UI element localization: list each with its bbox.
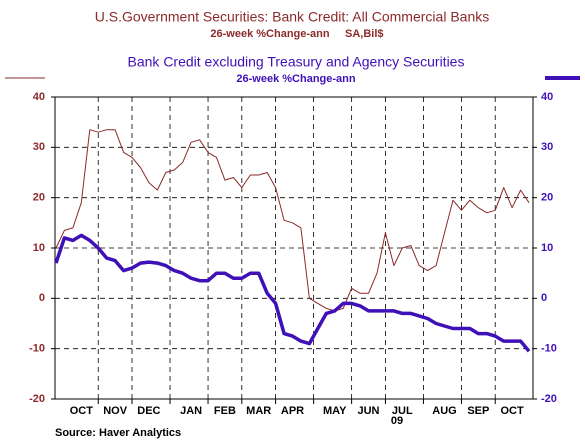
- x-tick-label: OCT: [70, 405, 94, 417]
- y-tick-label: 40: [33, 91, 45, 103]
- y2-tick-label: -20: [541, 393, 557, 405]
- source: Source: Haver Analytics: [55, 427, 181, 439]
- x-tick-label: DEC: [137, 405, 160, 417]
- series-title: Bank Credit excluding Treasury and Agenc…: [128, 54, 465, 70]
- y2-tick-label: 0: [541, 292, 547, 304]
- x-tick-label: NOV: [103, 405, 128, 417]
- y2-tick-label: 40: [541, 91, 553, 103]
- y-tick-label: -20: [29, 393, 45, 405]
- x-tick-label: SEP: [467, 405, 489, 417]
- y-tick-label: 10: [33, 242, 45, 254]
- series-line: [55, 129, 530, 312]
- y-tick-label: 20: [33, 192, 45, 204]
- x-tick-label: AUG: [432, 405, 456, 417]
- x-tick-label: JUN: [358, 405, 380, 417]
- x-tick-label: MAR: [246, 405, 271, 417]
- y2-tick-label: 20: [541, 192, 553, 204]
- series-line: [54, 233, 531, 353]
- year-label: 09: [391, 415, 403, 427]
- series-subtitle: 26-week %Change-ann: [210, 28, 329, 40]
- y-tick-label: 30: [33, 141, 45, 153]
- y2-tick-label: -10: [541, 343, 557, 355]
- x-tick-label: JUL: [392, 405, 413, 417]
- y-tick-label: 0: [39, 292, 45, 304]
- y2-tick-label: 30: [541, 141, 553, 153]
- x-tick-label: APR: [281, 405, 304, 417]
- x-tick-label: MAY: [323, 405, 347, 417]
- y2-tick-label: 10: [541, 242, 553, 254]
- x-tick-label: FEB: [214, 405, 236, 417]
- series-units: SA,Bil$: [345, 28, 384, 40]
- y-tick-label: -10: [29, 343, 45, 355]
- plot-frame: [54, 96, 534, 400]
- x-tick-label: OCT: [500, 405, 524, 417]
- series-title: U.S.Government Securities: Bank Credit: …: [95, 9, 489, 25]
- series-subtitle: 26-week %Change-ann: [236, 73, 355, 85]
- x-tick-label: JAN: [180, 405, 202, 417]
